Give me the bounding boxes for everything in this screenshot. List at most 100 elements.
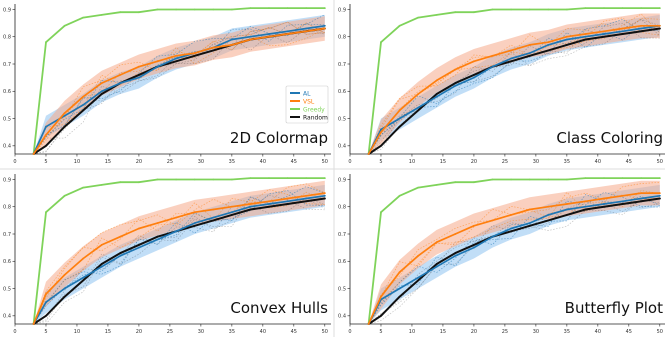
data-point-random bbox=[212, 49, 215, 52]
data-point-random bbox=[566, 44, 568, 46]
data-point-greedy bbox=[510, 178, 512, 181]
data-point-random bbox=[454, 82, 457, 84]
data-point-al bbox=[119, 254, 122, 257]
data-point-al bbox=[528, 52, 531, 54]
run-trace-vsl bbox=[33, 28, 325, 155]
data-point-greedy bbox=[491, 8, 494, 11]
data-point-random bbox=[82, 109, 85, 112]
data-point-vsl bbox=[491, 54, 494, 57]
data-point-vsl bbox=[193, 211, 196, 214]
data-point-greedy bbox=[231, 8, 233, 11]
data-point-random bbox=[175, 60, 178, 63]
y-tick-label: 0.6 bbox=[3, 89, 11, 95]
y-tick-label: 0.7 bbox=[3, 232, 11, 238]
data-point-greedy bbox=[380, 211, 382, 214]
data-point-vsl bbox=[63, 112, 66, 114]
data-point-greedy bbox=[491, 178, 494, 181]
data-point-greedy bbox=[584, 177, 587, 180]
data-point-al bbox=[156, 65, 159, 68]
data-point-al bbox=[640, 197, 643, 200]
data-point-random bbox=[138, 74, 140, 76]
chart-panel-convex-hulls: 0 5 10 15 20 25 30 35 40 45 50 0.4 0.5 0.6 0.7 0.8 0.9 Co… bbox=[3, 174, 331, 335]
data-point-greedy bbox=[621, 177, 624, 180]
run-trace-random bbox=[368, 19, 661, 155]
data-point-al bbox=[45, 301, 47, 304]
data-point-al bbox=[249, 35, 252, 38]
data-point-vsl bbox=[380, 131, 382, 134]
x-tick-label: 45 bbox=[626, 159, 632, 165]
data-point-greedy bbox=[305, 7, 308, 9]
data-point-vsl bbox=[640, 192, 643, 195]
panel-title: 2D Colormap bbox=[230, 129, 328, 147]
legend-label-al: AL bbox=[303, 91, 311, 98]
x-tick-label: 15 bbox=[105, 329, 111, 335]
data-point-al bbox=[231, 38, 233, 41]
data-point-random bbox=[268, 205, 270, 208]
data-point-vsl bbox=[138, 65, 140, 68]
run-trace-vsl bbox=[368, 17, 660, 155]
x-tick-label: 45 bbox=[291, 159, 297, 165]
data-point-greedy bbox=[45, 41, 47, 44]
x-tick-label: 35 bbox=[229, 159, 235, 165]
data-point-greedy bbox=[417, 16, 420, 19]
legend: AL VSL Greedy Random bbox=[285, 85, 329, 124]
data-point-al bbox=[286, 30, 289, 33]
data-point-vsl bbox=[268, 200, 270, 203]
run-trace-vsl bbox=[33, 183, 325, 325]
y-tick-label: 0.9 bbox=[3, 7, 11, 13]
data-point-greedy bbox=[566, 178, 568, 181]
data-point-greedy bbox=[63, 194, 66, 197]
data-point-random bbox=[454, 252, 457, 255]
data-point-al bbox=[566, 208, 568, 211]
x-tick-label: 25 bbox=[167, 159, 173, 165]
data-point-greedy bbox=[547, 178, 550, 181]
x-tick-label: 50 bbox=[322, 159, 328, 165]
data-point-random bbox=[658, 197, 661, 200]
data-point-greedy bbox=[603, 7, 605, 9]
data-point-al bbox=[286, 200, 289, 203]
data-point-greedy bbox=[323, 177, 326, 180]
x-tick-label: 5 bbox=[44, 159, 47, 165]
run-trace-random bbox=[33, 28, 325, 155]
data-point-greedy bbox=[398, 194, 401, 197]
data-point-random bbox=[286, 203, 289, 205]
data-point-vsl bbox=[435, 79, 438, 82]
x-tick-label: 10 bbox=[74, 159, 80, 165]
data-point-greedy bbox=[268, 177, 270, 180]
data-point-vsl bbox=[528, 44, 531, 46]
data-point-random bbox=[473, 244, 475, 246]
data-point-greedy bbox=[398, 24, 401, 27]
x-tick-label: 20 bbox=[136, 329, 142, 335]
y-tick-label: 0.7 bbox=[338, 62, 346, 68]
data-point-vsl bbox=[175, 216, 178, 219]
data-point-vsl bbox=[367, 153, 370, 155]
data-point-vsl bbox=[566, 35, 568, 38]
x-tick-label: 40 bbox=[260, 329, 266, 335]
data-point-greedy bbox=[640, 7, 643, 9]
data-point-greedy bbox=[45, 211, 47, 214]
data-point-greedy bbox=[82, 16, 85, 19]
data-point-greedy bbox=[584, 7, 587, 9]
data-point-random bbox=[510, 60, 512, 63]
data-point-random bbox=[566, 214, 568, 216]
data-point-vsl bbox=[658, 24, 661, 27]
chart-panel-butterfly-plot: 0 5 10 15 20 25 30 35 40 45 50 0.4 0.5 0.6 0.7 0.8 0.9 Bu… bbox=[338, 174, 665, 335]
data-point-greedy bbox=[323, 7, 326, 9]
data-point-greedy bbox=[175, 8, 178, 11]
data-point-vsl bbox=[156, 222, 159, 225]
data-point-al bbox=[584, 35, 587, 38]
data-point-random bbox=[417, 109, 420, 112]
data-point-al bbox=[63, 287, 66, 290]
data-point-al bbox=[510, 57, 512, 60]
y-tick-label: 0.8 bbox=[3, 35, 11, 41]
y-tick-label: 0.8 bbox=[338, 35, 346, 41]
data-point-greedy bbox=[193, 178, 196, 181]
data-point-vsl bbox=[231, 44, 233, 46]
legend-label-greedy: Greedy bbox=[303, 107, 325, 114]
data-point-vsl bbox=[175, 54, 178, 57]
data-point-vsl bbox=[473, 60, 475, 63]
data-point-vsl bbox=[305, 30, 308, 33]
data-point-random bbox=[45, 144, 47, 147]
data-point-vsl bbox=[82, 95, 85, 98]
data-point-vsl bbox=[231, 205, 233, 208]
